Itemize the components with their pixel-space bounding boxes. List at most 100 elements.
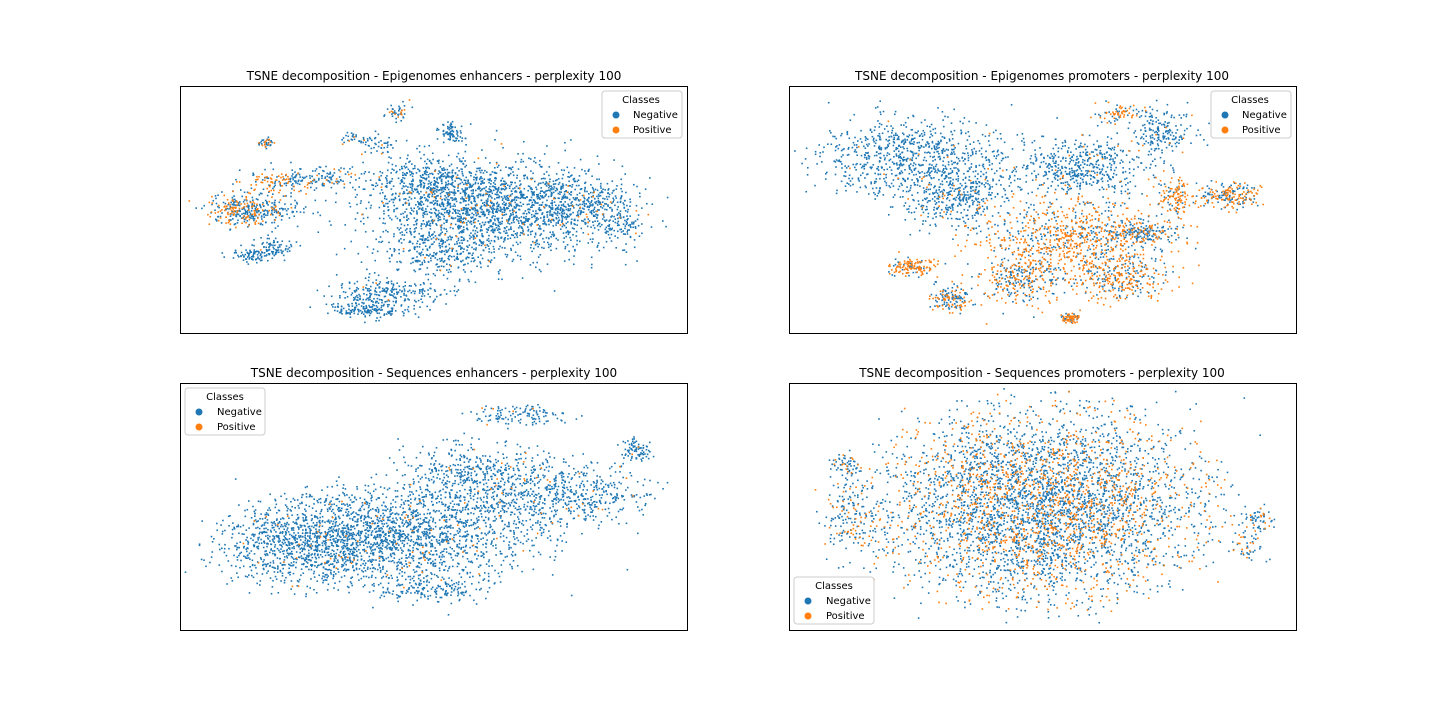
point-negative [386, 186, 388, 188]
point-negative [369, 194, 371, 197]
point-negative [1095, 252, 1097, 255]
point-negative [396, 282, 398, 284]
point-negative [511, 209, 514, 212]
point-negative [933, 186, 935, 189]
point-negative [492, 223, 494, 225]
point-negative [447, 271, 450, 274]
point-negative [360, 261, 363, 263]
point-negative [579, 207, 581, 210]
point-negative [428, 144, 430, 147]
point-negative [301, 179, 304, 181]
point-negative [889, 206, 892, 208]
point-negative [545, 223, 547, 226]
point-positive [618, 216, 621, 219]
point-negative [504, 203, 507, 205]
point-negative [386, 180, 388, 182]
point-negative [256, 250, 258, 253]
point-negative [404, 174, 406, 176]
point-negative [418, 246, 421, 248]
point-negative [1068, 184, 1070, 186]
point-negative [598, 209, 600, 211]
point-negative [801, 162, 803, 165]
point-negative [350, 294, 353, 296]
point-negative [444, 195, 446, 197]
point-negative [422, 293, 424, 295]
point-negative [459, 227, 461, 229]
point-positive [339, 170, 342, 173]
point-negative [530, 187, 532, 189]
point-negative [350, 132, 353, 134]
point-negative [516, 236, 519, 238]
point-negative [953, 108, 955, 111]
point-negative [247, 206, 250, 209]
point-negative [448, 132, 450, 134]
point-negative [452, 175, 454, 178]
point-negative [445, 184, 447, 187]
point-negative [491, 208, 493, 210]
point-negative [317, 211, 319, 214]
point-negative [451, 212, 454, 214]
point-negative [473, 176, 475, 178]
point-negative [416, 245, 418, 248]
point-negative [479, 207, 482, 210]
legend-label-positive: Positive [633, 125, 672, 136]
point-negative [481, 233, 483, 235]
point-negative [413, 246, 416, 248]
point-positive [533, 241, 536, 244]
point-negative [339, 295, 341, 297]
point-negative [467, 194, 470, 196]
point-negative [373, 309, 375, 311]
point-negative [840, 155, 843, 158]
point-negative [1147, 142, 1150, 144]
point-negative [259, 205, 262, 207]
point-positive [254, 213, 257, 216]
point-negative [408, 170, 411, 172]
point-negative [1113, 148, 1115, 151]
point-negative [352, 136, 355, 138]
point-negative [420, 186, 422, 188]
point-negative [1064, 242, 1067, 245]
point-negative [622, 233, 625, 235]
point-negative [435, 223, 437, 225]
point-negative [238, 256, 240, 258]
point-negative [516, 177, 518, 179]
point-negative [491, 192, 493, 195]
point-negative [498, 196, 500, 199]
point-negative [481, 169, 483, 172]
point-negative [400, 290, 403, 293]
point-negative [519, 241, 522, 244]
point-negative [1150, 257, 1153, 260]
point-negative [427, 236, 429, 239]
point-negative [357, 308, 359, 311]
point-negative [529, 188, 532, 190]
point-negative [433, 211, 436, 214]
point-negative [502, 180, 505, 182]
point-negative [444, 253, 446, 256]
point-negative [227, 203, 230, 206]
point-negative [229, 229, 231, 231]
point-negative [497, 217, 500, 220]
point-negative [312, 180, 314, 182]
point-negative [473, 161, 476, 163]
point-negative [449, 205, 452, 207]
point-negative [505, 166, 507, 168]
point-negative [368, 201, 370, 204]
point-negative [467, 212, 469, 214]
point-negative [601, 201, 604, 203]
point-negative [466, 187, 468, 189]
point-negative [269, 243, 271, 246]
point-negative [462, 212, 465, 214]
point-negative [452, 185, 455, 187]
point-negative [484, 246, 487, 249]
point-negative [520, 226, 523, 228]
point-negative [446, 230, 448, 233]
point-negative [949, 207, 952, 210]
point-negative [412, 178, 414, 181]
point-positive [244, 217, 247, 220]
point-negative [1074, 217, 1077, 219]
point-negative [1025, 202, 1028, 204]
point-negative [1062, 156, 1064, 159]
point-negative [386, 290, 388, 292]
point-negative [343, 167, 345, 170]
point-negative [490, 220, 492, 222]
